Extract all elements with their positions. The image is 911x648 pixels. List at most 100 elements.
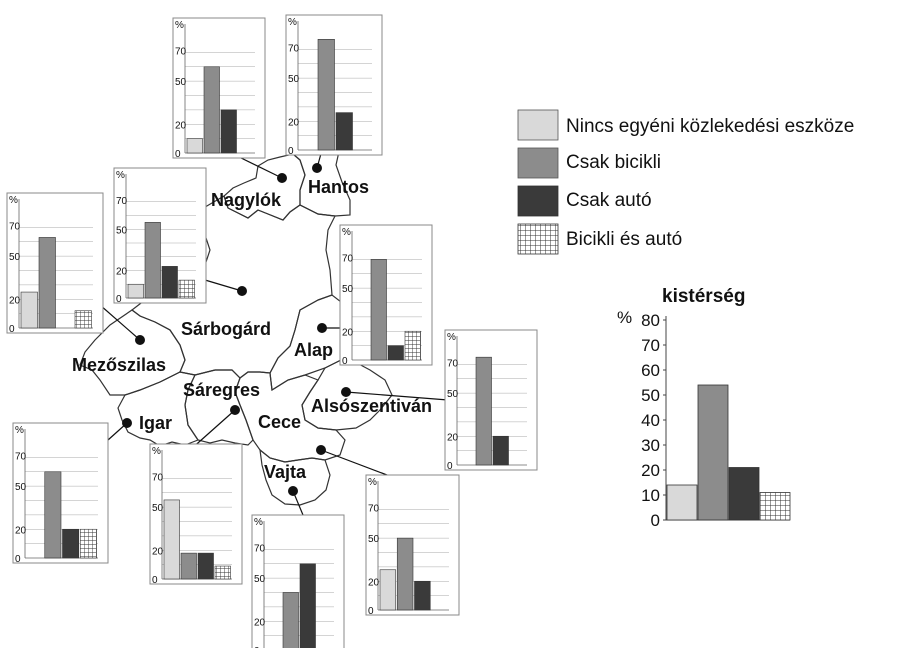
y-tick-label: 20 [15, 525, 27, 536]
y-tick-label: 50 [254, 574, 266, 585]
y-unit: % [447, 332, 456, 343]
dot-sarbogard [237, 286, 247, 296]
bar-auto [62, 528, 80, 559]
y-tick-label: 20 [254, 617, 266, 628]
bar-nincs [20, 291, 38, 329]
bar-auto [220, 109, 237, 154]
y-unit: % [9, 195, 18, 206]
y-tick-label: 50 [175, 77, 187, 88]
y-tick-label: 50 [152, 503, 164, 514]
place-label: Hantos [308, 177, 369, 197]
y-tick-label: 20 [368, 577, 380, 588]
bar-auto [387, 345, 404, 361]
y-tick-label: 0 [116, 294, 122, 305]
mini-chart: % 0 20 50 70 [444, 329, 538, 472]
y-tick-label: 50 [641, 386, 660, 405]
y-unit: % [175, 20, 184, 31]
legend-swatch-mindketto [517, 223, 559, 255]
legend-label: Csak bicikli [566, 152, 661, 173]
mini-chart: % 0 20 50 70 [6, 192, 104, 335]
chart-title: kistérség [662, 286, 745, 307]
region-cece [234, 371, 346, 463]
y-unit: % [254, 517, 263, 528]
bar-nincs [127, 283, 144, 299]
bar-mindketto [79, 528, 97, 559]
mini-chart: % 0 20 50 70 [12, 422, 109, 565]
y-tick-label: 20 [152, 546, 164, 557]
y-unit: % [617, 308, 632, 327]
legend-label: Bicikli és autó [566, 229, 682, 250]
dot-mezoszilas [135, 335, 145, 345]
y-tick-label: 60 [641, 361, 660, 380]
y-tick-label: 30 [641, 436, 660, 455]
bar-mindketto [178, 279, 195, 299]
bar-auto [728, 467, 760, 521]
mini-chart: % 0 20 50 70 [285, 14, 383, 157]
dot-igar [122, 418, 132, 428]
y-tick-label: 70 [288, 43, 300, 54]
y-tick-label: 0 [254, 646, 260, 648]
y-tick-label: 20 [175, 120, 187, 131]
bar-bicikli [180, 552, 197, 580]
legend: Nincs egyéni közlekedési eszköze Csak bi… [517, 109, 854, 255]
y-tick-label: 40 [641, 411, 660, 430]
y-tick-label: 0 [342, 356, 348, 367]
y-tick-label: 50 [288, 74, 300, 85]
y-tick-label: 70 [447, 358, 459, 369]
y-unit: % [152, 446, 161, 457]
y-tick-label: 70 [15, 451, 27, 462]
dot-cece [316, 445, 326, 455]
bar-auto [414, 580, 431, 611]
y-unit: % [116, 170, 125, 181]
dot-hantos [312, 163, 322, 173]
y-tick-label: 70 [175, 46, 187, 57]
y-tick-label: 0 [288, 146, 294, 157]
y-tick-label: 50 [368, 534, 380, 545]
dot-nagylok [277, 173, 287, 183]
legend-label: Csak autó [566, 190, 652, 211]
kisterseg-chart: kistérség % 0 10 20 30 40 50 60 70 80 [617, 286, 791, 530]
y-tick-label: 20 [342, 327, 354, 338]
place-label: Alap [294, 340, 333, 360]
region-igar [117, 371, 199, 447]
bar-bicikli [697, 384, 729, 521]
y-tick-label: 70 [9, 221, 21, 232]
y-tick-label: 20 [447, 432, 459, 443]
y-tick-label: 20 [288, 117, 300, 128]
bar-nincs [186, 138, 203, 154]
bar-auto [299, 563, 316, 648]
bar-mindketto [759, 492, 791, 521]
y-tick-label: 0 [15, 554, 21, 565]
place-label: Igar [139, 413, 172, 433]
y-tick-label: 50 [116, 225, 128, 236]
y-tick-label: 20 [116, 267, 128, 278]
y-tick-label: 0 [368, 606, 374, 617]
y-tick-label: 70 [342, 253, 354, 264]
dot-alap [317, 323, 327, 333]
place-label: Alsószentiván [311, 396, 432, 416]
bar-auto [492, 435, 509, 466]
y-tick-label: 70 [641, 336, 660, 355]
place-label: Nagylók [211, 190, 282, 210]
y-unit: % [368, 477, 377, 488]
bar-bicikli [317, 39, 335, 151]
y-tick-label: 70 [152, 472, 164, 483]
y-unit: % [15, 425, 24, 436]
legend-swatch-bicikli [517, 147, 559, 179]
bar-nincs [163, 499, 180, 580]
y-tick-label: 0 [152, 575, 158, 586]
y-tick-label: 70 [368, 503, 380, 514]
bar-bicikli [370, 259, 387, 361]
y-tick-label: 80 [641, 311, 660, 330]
y-tick-label: 50 [447, 389, 459, 400]
y-tick-label: 50 [342, 284, 354, 295]
bar-bicikli [203, 66, 220, 154]
bar-mindketto [74, 310, 92, 329]
place-label: Vajta [264, 462, 307, 482]
y-unit: % [342, 227, 351, 238]
legend-label: Nincs egyéni közlekedési eszköze [566, 116, 854, 137]
bar-auto [197, 552, 214, 580]
place-label: Sáregres [183, 380, 260, 400]
y-tick-label: 0 [9, 324, 15, 335]
